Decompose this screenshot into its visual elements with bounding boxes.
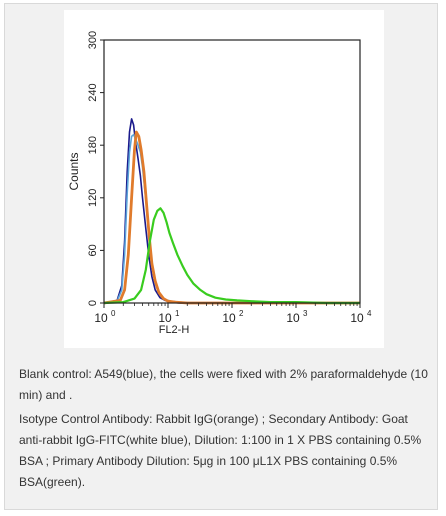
y-tick-label: 300: [87, 31, 99, 49]
y-tick-label: 60: [87, 244, 99, 256]
y-tick-label: 120: [87, 189, 99, 207]
x-tick-label: 10: [94, 311, 108, 325]
figure-caption: Blank control: A549(blue), the cells wer…: [19, 364, 431, 496]
flow-histogram: 0 60 120 180 240 300 10 0 10 1 10 2 10 3 10 4 Counts FL…: [64, 10, 384, 348]
x-tick-exponent: 3: [303, 309, 308, 318]
series-line-3: [103, 130, 360, 305]
x-tick-exponent: 0: [111, 309, 116, 318]
x-tick-label: 10: [222, 311, 236, 325]
x-tick-label: 10: [286, 311, 300, 325]
x-tick-label: 10: [158, 311, 172, 325]
y-tick-label: 240: [87, 83, 99, 101]
x-tick-exponent: 4: [367, 309, 372, 318]
x-tick-exponent: 2: [239, 309, 244, 318]
x-tick-label: 10: [350, 311, 364, 325]
figure-card: 0 60 120 180 240 300 10 0 10 1 10 2 10 3 10 4 Counts FL…: [4, 3, 438, 510]
series-line-4: [103, 207, 360, 305]
caption-paragraph: Isotype Control Antibody: Rabbit IgG(ora…: [19, 412, 422, 489]
x-tick-exponent: 1: [175, 309, 180, 318]
y-axis-label: Counts: [67, 152, 81, 190]
series-line-1: [103, 118, 360, 304]
y-tick-label: 180: [87, 136, 99, 154]
x-axis-label: FL2-H: [159, 324, 190, 336]
caption-paragraph: Blank control: A549(blue), the cells wer…: [19, 367, 428, 402]
y-tick-label: 0: [87, 300, 99, 306]
